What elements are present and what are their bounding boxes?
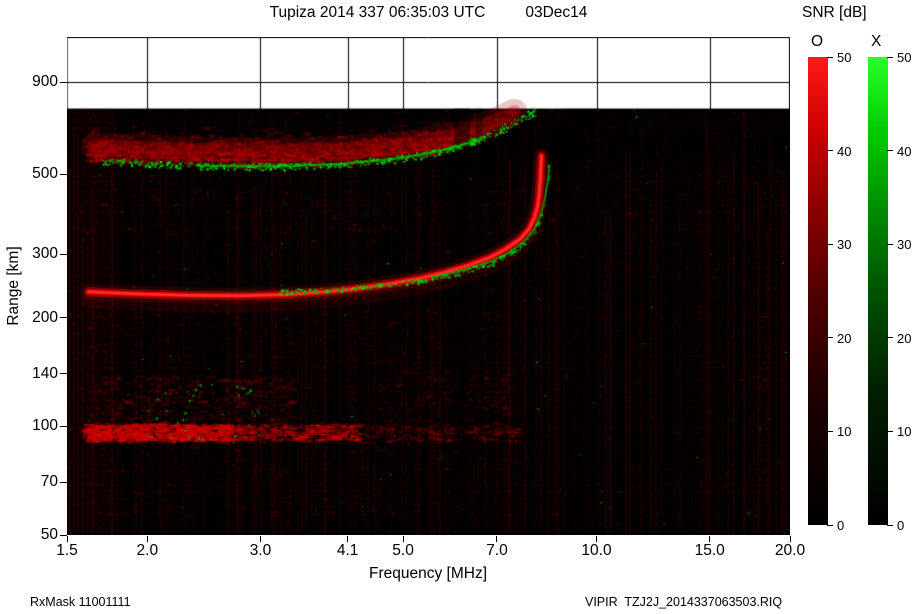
y-tick-label: 140	[32, 364, 58, 382]
x-tick-mark	[146, 536, 148, 542]
y-tick-label: 500	[32, 165, 58, 183]
x-tick-label: 4.1	[336, 542, 359, 559]
x-tick-label: 5.0	[392, 542, 414, 559]
y-tick-label: 100	[32, 417, 58, 435]
colorbar-x-tick-label: 30	[897, 237, 912, 253]
y-tick-label: 300	[32, 245, 58, 263]
colorbar-x-tick-label: 50	[897, 50, 912, 65]
colorbar-o-tick-mark	[827, 430, 833, 432]
x-tick-label: 15.0	[694, 542, 725, 559]
plot-date: 03Dec14	[525, 4, 588, 21]
y-tick-label: 200	[32, 308, 58, 326]
x-tick-mark	[709, 536, 711, 542]
y-tick-mark	[60, 317, 67, 319]
x-tick-mark	[402, 536, 404, 542]
colorbar-x-tick-mark	[887, 524, 893, 526]
plot-title: Tupiza 2014 337 06:35:03 UTC	[269, 4, 486, 21]
y-tick-label: 900	[32, 73, 58, 91]
x-axis-label: Frequency [MHz]	[368, 565, 488, 582]
colorbar-x-tick-label: 20	[897, 330, 912, 346]
file-name-label: VIPIR TZJ2J_2014337063503.RIQ	[585, 595, 783, 609]
x-tick-label: 3.0	[249, 542, 272, 559]
colorbar-o-tick-mark	[827, 243, 833, 245]
x-tick-label: 20.0	[774, 542, 806, 559]
colorbar-o-label: O	[811, 33, 824, 50]
y-tick-mark	[60, 81, 67, 83]
colorbar-o-tick-mark	[827, 524, 833, 526]
colorbar-o-tick-label: 20	[837, 330, 852, 346]
y-tick-label: 50	[40, 526, 58, 543]
y-tick-mark	[60, 173, 67, 175]
y-tick-mark	[60, 373, 67, 375]
colorbar-x-label: X	[871, 33, 882, 50]
x-tick-mark	[66, 536, 68, 542]
y-axis-label: Range [km]	[5, 246, 22, 326]
colorbar-x-tick-label: 0	[897, 518, 905, 533]
colorbar-o-tick-label: 0	[837, 518, 845, 533]
x-tick-label: 7.0	[486, 542, 508, 559]
x-tick-mark	[596, 536, 598, 542]
colorbar-o-tick-mark	[827, 150, 833, 152]
colorbar-o-tick-label: 50	[837, 50, 852, 65]
y-tick-mark	[60, 534, 67, 536]
colorbar-title: SNR [dB]	[802, 4, 867, 21]
colorbar-x-tick-mark	[887, 243, 893, 245]
colorbar-x-tick-label: 10	[897, 424, 912, 440]
colorbar-x-tick-mark	[887, 150, 893, 152]
colorbar-o-gradient	[808, 57, 828, 525]
x-tick-label: 10.0	[581, 542, 612, 559]
colorbar-o-tick-mark	[827, 337, 833, 339]
y-tick-mark	[60, 481, 67, 483]
colorbar-o-tick-label: 10	[837, 424, 852, 440]
x-tick-mark	[347, 536, 349, 542]
x-tick-label: 1.5	[56, 542, 78, 559]
x-tick-mark	[259, 536, 261, 542]
colorbar-x-tick-label: 40	[897, 143, 912, 159]
colorbar-o-tick-mark	[827, 56, 833, 58]
y-tick-label: 70	[40, 473, 58, 491]
title-row: Tupiza 2014 337 06:35:03 UTC 03Dec14	[67, 4, 790, 22]
colorbar-x-tick-mark	[887, 337, 893, 339]
colorbar-o-tick-label: 40	[837, 143, 852, 159]
rx-mask-label: RxMask 11001111	[30, 595, 131, 609]
colorbar-x-tick-mark	[887, 56, 893, 58]
x-tick-label: 2.0	[136, 542, 159, 559]
ionogram-plot	[67, 37, 790, 535]
colorbar-x-tick-mark	[887, 430, 893, 432]
colorbar-o-tick-label: 30	[837, 237, 852, 253]
y-tick-mark	[60, 253, 67, 255]
y-tick-mark	[60, 425, 67, 427]
colorbar-x-gradient	[868, 57, 888, 525]
x-tick-mark	[496, 536, 498, 542]
x-tick-mark	[789, 536, 791, 542]
